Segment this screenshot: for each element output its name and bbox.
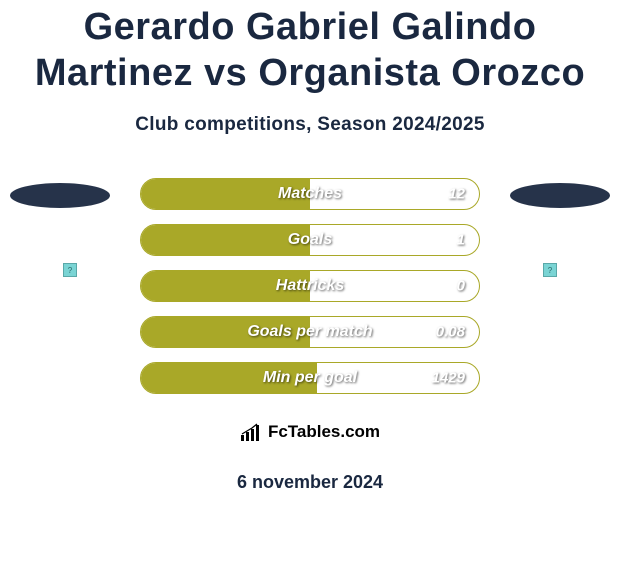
stat-label: Goals <box>288 231 332 249</box>
image-placeholder-icon: ? <box>543 263 557 277</box>
comparison-container: Gerardo Gabriel Galindo Martinez vs Orga… <box>0 0 620 493</box>
player-shadow-left <box>10 183 110 208</box>
stat-value: 0.08 <box>436 324 465 341</box>
logo-box: FcTables.com <box>205 408 415 456</box>
stats-list: Matches 12 Goals 1 Hattricks 0 Goals per… <box>140 178 480 394</box>
stat-bar-matches: Matches 12 <box>140 178 480 210</box>
stat-label: Hattricks <box>276 277 344 295</box>
logo-text: FcTables.com <box>268 422 380 442</box>
stat-bar-goals-per-match: Goals per match 0.08 <box>140 316 480 348</box>
stat-value: 12 <box>448 186 465 203</box>
stat-bar-goals: Goals 1 <box>140 224 480 256</box>
subtitle: Club competitions, Season 2024/2025 <box>0 114 620 136</box>
stat-value: 1 <box>457 232 465 249</box>
player-avatar-right: ? <box>500 226 600 314</box>
stat-label: Min per goal <box>263 369 357 387</box>
image-placeholder-icon: ? <box>63 263 77 277</box>
stat-fill <box>141 225 310 255</box>
stat-label: Goals per match <box>247 323 372 341</box>
content-area: ? ? Matches 12 Goals 1 Hattricks 0 <box>0 178 620 493</box>
chart-icon <box>240 423 262 441</box>
player-shadow-right <box>510 183 610 208</box>
page-title: Gerardo Gabriel Galindo Martinez vs Orga… <box>0 5 620 96</box>
date-label: 6 november 2024 <box>0 472 620 493</box>
stat-bar-hattricks: Hattricks 0 <box>140 270 480 302</box>
stat-value: 0 <box>457 278 465 295</box>
player-avatar-left: ? <box>20 226 120 314</box>
stat-bar-min-per-goal: Min per goal 1429 <box>140 362 480 394</box>
stat-value: 1429 <box>432 370 465 387</box>
stat-label: Matches <box>278 185 342 203</box>
